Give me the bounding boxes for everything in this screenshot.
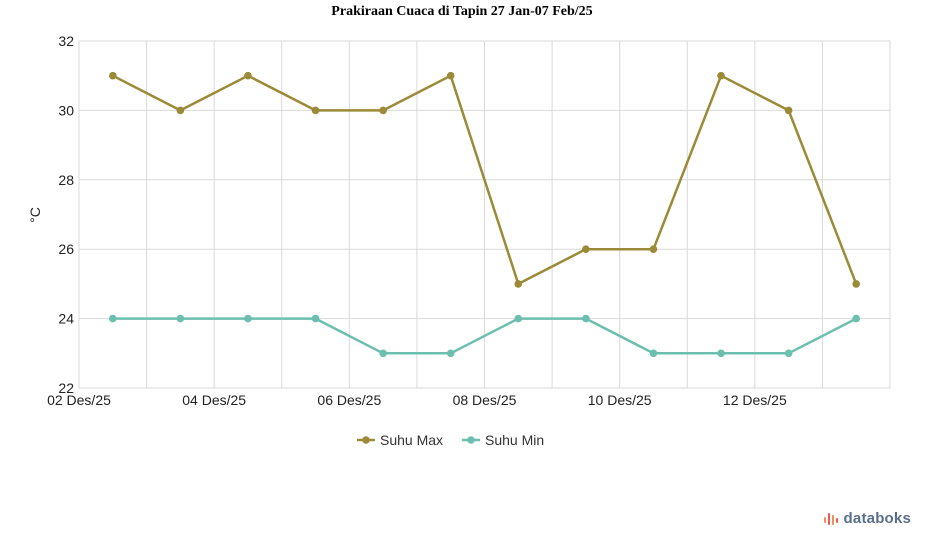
- data-point: [176, 106, 185, 115]
- y-tick-label: 32: [58, 33, 74, 49]
- brand-name: databoks: [843, 510, 911, 527]
- y-tick-label: 26: [58, 241, 74, 257]
- data-point: [852, 314, 861, 323]
- y-axis-label: °C: [27, 207, 43, 223]
- y-tick-label: 24: [58, 311, 74, 327]
- data-point: [649, 349, 658, 358]
- series-line: [112, 317, 857, 355]
- data-point: [244, 314, 252, 323]
- legend-label: Suhu Min: [485, 432, 544, 448]
- data-point: [717, 71, 725, 80]
- chart-legend[interactable]: Suhu Max Suhu Min: [357, 432, 544, 448]
- legend-swatch-marker: [467, 436, 475, 444]
- chart-grid: [78, 40, 891, 389]
- data-point: [311, 314, 320, 323]
- y-axis: 22 24 26 28 30 32: [58, 33, 74, 396]
- data-point: [379, 106, 387, 115]
- data-point: [514, 314, 523, 323]
- data-point: [852, 280, 861, 288]
- x-tick-label: 12 Des/25: [723, 392, 787, 408]
- data-point: [108, 71, 117, 80]
- databoks-logo-icon: [823, 512, 838, 525]
- y-tick-label: 28: [58, 172, 74, 188]
- legend-label: Suhu Max: [380, 432, 443, 448]
- x-tick-label: 08 Des/25: [453, 392, 517, 408]
- data-point: [649, 245, 658, 253]
- data-point: [514, 280, 523, 288]
- legend-swatch-marker: [362, 436, 370, 444]
- data-point: [582, 245, 590, 253]
- series-line: [112, 74, 858, 286]
- y-tick-label: 30: [58, 102, 74, 118]
- data-point: [784, 349, 793, 358]
- databoks-brand: databoks: [823, 510, 911, 527]
- x-tick-label: 02 Des/25: [47, 392, 111, 408]
- x-tick-label: 06 Des/25: [317, 392, 381, 408]
- x-axis: 02 Des/25 04 Des/25 06 Des/25 08 Des/25 10 D…: [47, 392, 787, 408]
- y-tick-label: 22: [58, 380, 74, 396]
- data-point: [784, 106, 793, 115]
- data-point: [717, 349, 725, 358]
- chart-series: [108, 71, 861, 358]
- x-tick-label: 04 Des/25: [182, 392, 246, 408]
- data-point: [244, 71, 252, 80]
- data-point: [582, 314, 590, 323]
- data-point: [108, 314, 117, 323]
- data-point: [446, 349, 455, 358]
- data-point: [446, 71, 455, 80]
- data-point: [379, 349, 387, 358]
- x-tick-label: 10 Des/25: [588, 392, 652, 408]
- data-point: [311, 106, 320, 115]
- chart-title: Prakiraan Cuaca di Tapin 27 Jan-07 Feb/2…: [331, 4, 592, 19]
- data-point: [176, 314, 185, 323]
